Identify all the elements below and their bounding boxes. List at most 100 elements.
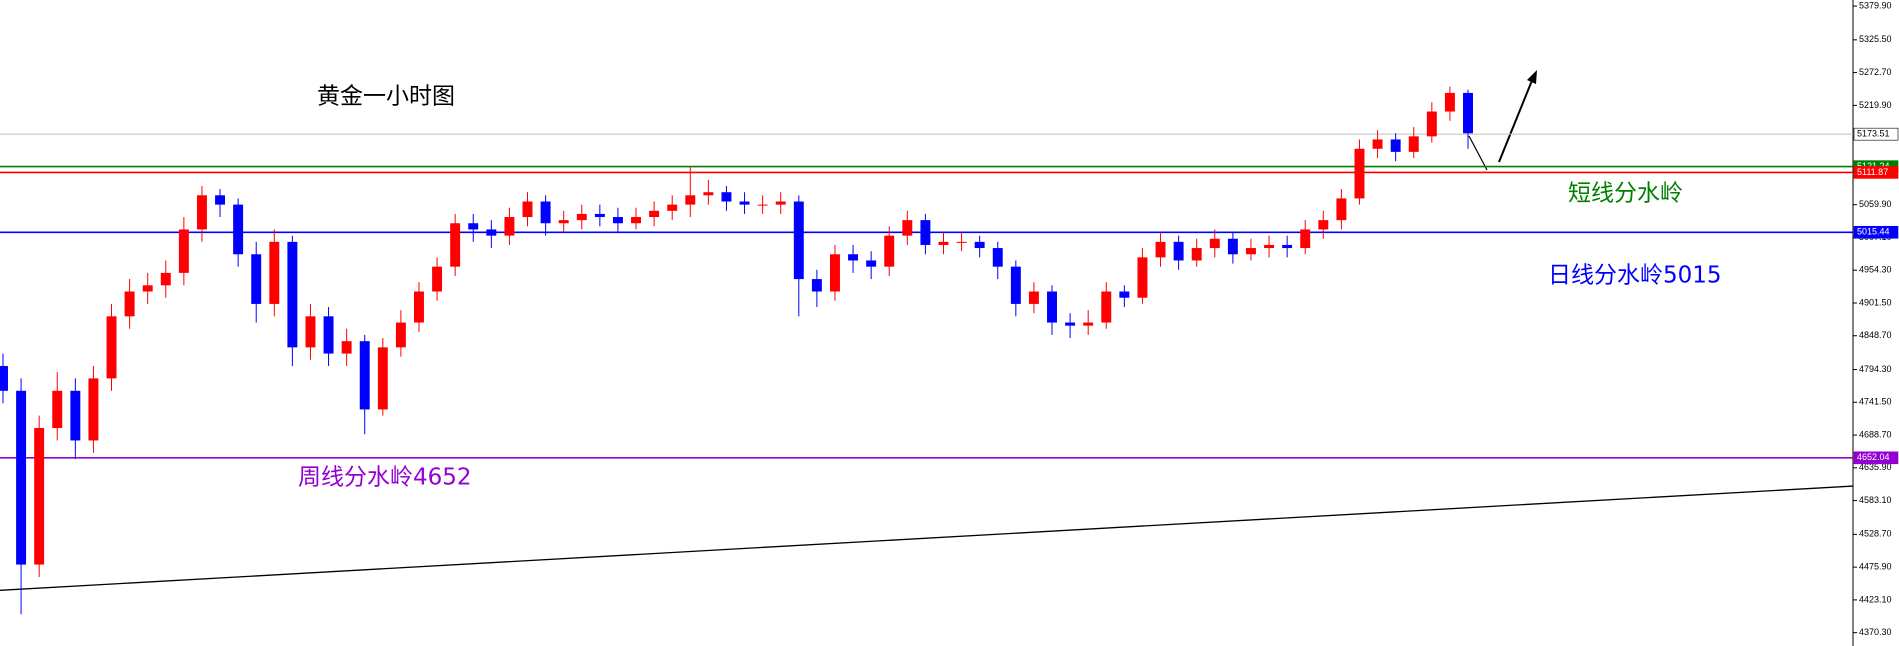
annotation: 周线分水岭4652 [298, 465, 472, 491]
candle-body [88, 378, 99, 441]
arrow-line [1498, 77, 1534, 163]
y-tick-label: 4848.70 [1859, 330, 1892, 340]
candle-body [1372, 139, 1383, 149]
y-tick-label: 4423.10 [1859, 594, 1892, 604]
y-tick-label: 4901.50 [1859, 297, 1892, 307]
candle-body [450, 223, 461, 267]
candle-body [811, 279, 822, 292]
candle-body [215, 195, 226, 205]
candle-body [287, 241, 298, 348]
y-tick-label: 4475.90 [1859, 561, 1892, 571]
candle-body [486, 229, 497, 236]
candle-body [1010, 266, 1021, 304]
candle-body [866, 260, 877, 267]
candle-body [1426, 111, 1437, 137]
candle-body [395, 322, 406, 348]
candle-body [323, 316, 334, 354]
level-label-box [1853, 225, 1899, 239]
candle-body [540, 201, 551, 224]
candle-body [1318, 220, 1329, 230]
candle-body [612, 217, 623, 224]
candle-body [558, 220, 569, 224]
candle-body [938, 241, 949, 245]
candle-body [1191, 248, 1202, 261]
candle-body [1390, 139, 1401, 152]
level-label-box [1853, 451, 1899, 465]
candle-body [1083, 322, 1094, 326]
candle-body [649, 210, 660, 218]
candle-body [1227, 238, 1238, 255]
candle-body [124, 291, 135, 317]
candle-body [703, 192, 714, 196]
candle-body [52, 390, 63, 429]
y-tick-label: 5379.90 [1859, 0, 1892, 10]
candle-body [1264, 244, 1275, 249]
candle-body [341, 341, 352, 354]
candle-body [594, 213, 605, 218]
candle-body [1408, 136, 1419, 152]
candle-body [468, 223, 479, 230]
candle-body [992, 248, 1003, 267]
candle-body [1119, 291, 1130, 298]
candle-body [667, 204, 678, 211]
candle-body [1173, 241, 1184, 261]
candle-body [251, 254, 262, 304]
level-label: 5173.51 [1857, 129, 1890, 139]
candle-body [0, 365, 8, 391]
y-tick-label: 5325.50 [1859, 34, 1892, 44]
arrow-head [1527, 70, 1537, 84]
candle-body [1137, 257, 1148, 298]
candle-body [305, 316, 316, 348]
candle-body [160, 272, 171, 286]
y-tick-label: 4954.30 [1859, 265, 1892, 275]
candle-body [1282, 244, 1293, 249]
arrow-line [1468, 135, 1488, 171]
candle-body [1300, 229, 1311, 249]
level-label-box [1853, 127, 1899, 141]
candle-body [522, 201, 533, 218]
level-label: 5015.44 [1857, 227, 1890, 237]
level-label: 4652.04 [1857, 452, 1890, 462]
candle-body [106, 316, 117, 379]
candle-body [16, 390, 27, 565]
candle-body [884, 235, 895, 267]
candle-body [269, 241, 280, 304]
candle-body [848, 254, 859, 261]
level-label-box [1853, 166, 1899, 179]
candle-body [1354, 148, 1365, 199]
y-tick-label: 4688.70 [1859, 429, 1892, 439]
candle-body [70, 390, 81, 441]
candle-body [830, 254, 840, 292]
candle-body [233, 204, 244, 255]
y-tick-label: 4583.10 [1859, 495, 1892, 505]
annotation: 日线分水岭5015 [1548, 263, 1722, 289]
candle-body [775, 201, 786, 205]
candle-body [1028, 291, 1039, 304]
candle-body [902, 220, 913, 236]
trend-line [0, 485, 1854, 591]
candle-body [504, 217, 515, 236]
y-tick-label: 4370.30 [1859, 627, 1892, 637]
candle-body [631, 217, 641, 224]
candle-body [34, 428, 45, 565]
candle-body [1101, 291, 1112, 323]
candle-body [576, 213, 587, 221]
candle-body [432, 266, 443, 292]
y-tick-label: 4635.90 [1859, 462, 1892, 472]
y-tick-label: 5059.90 [1859, 199, 1892, 209]
candle-body [974, 241, 985, 249]
candle-body [1209, 238, 1220, 249]
candle-body [956, 241, 967, 243]
candle-body [359, 341, 370, 410]
candle-body [377, 347, 388, 410]
candle-body [685, 195, 696, 205]
candle-body [1245, 248, 1256, 255]
candle-body [757, 204, 768, 206]
candle-body [196, 195, 207, 230]
candle-body [1047, 291, 1057, 323]
candle-body [1336, 198, 1347, 221]
annotation: 短线分水岭 [1568, 181, 1683, 207]
candle-body [1065, 322, 1076, 326]
y-tick-label: 5219.90 [1859, 100, 1892, 110]
